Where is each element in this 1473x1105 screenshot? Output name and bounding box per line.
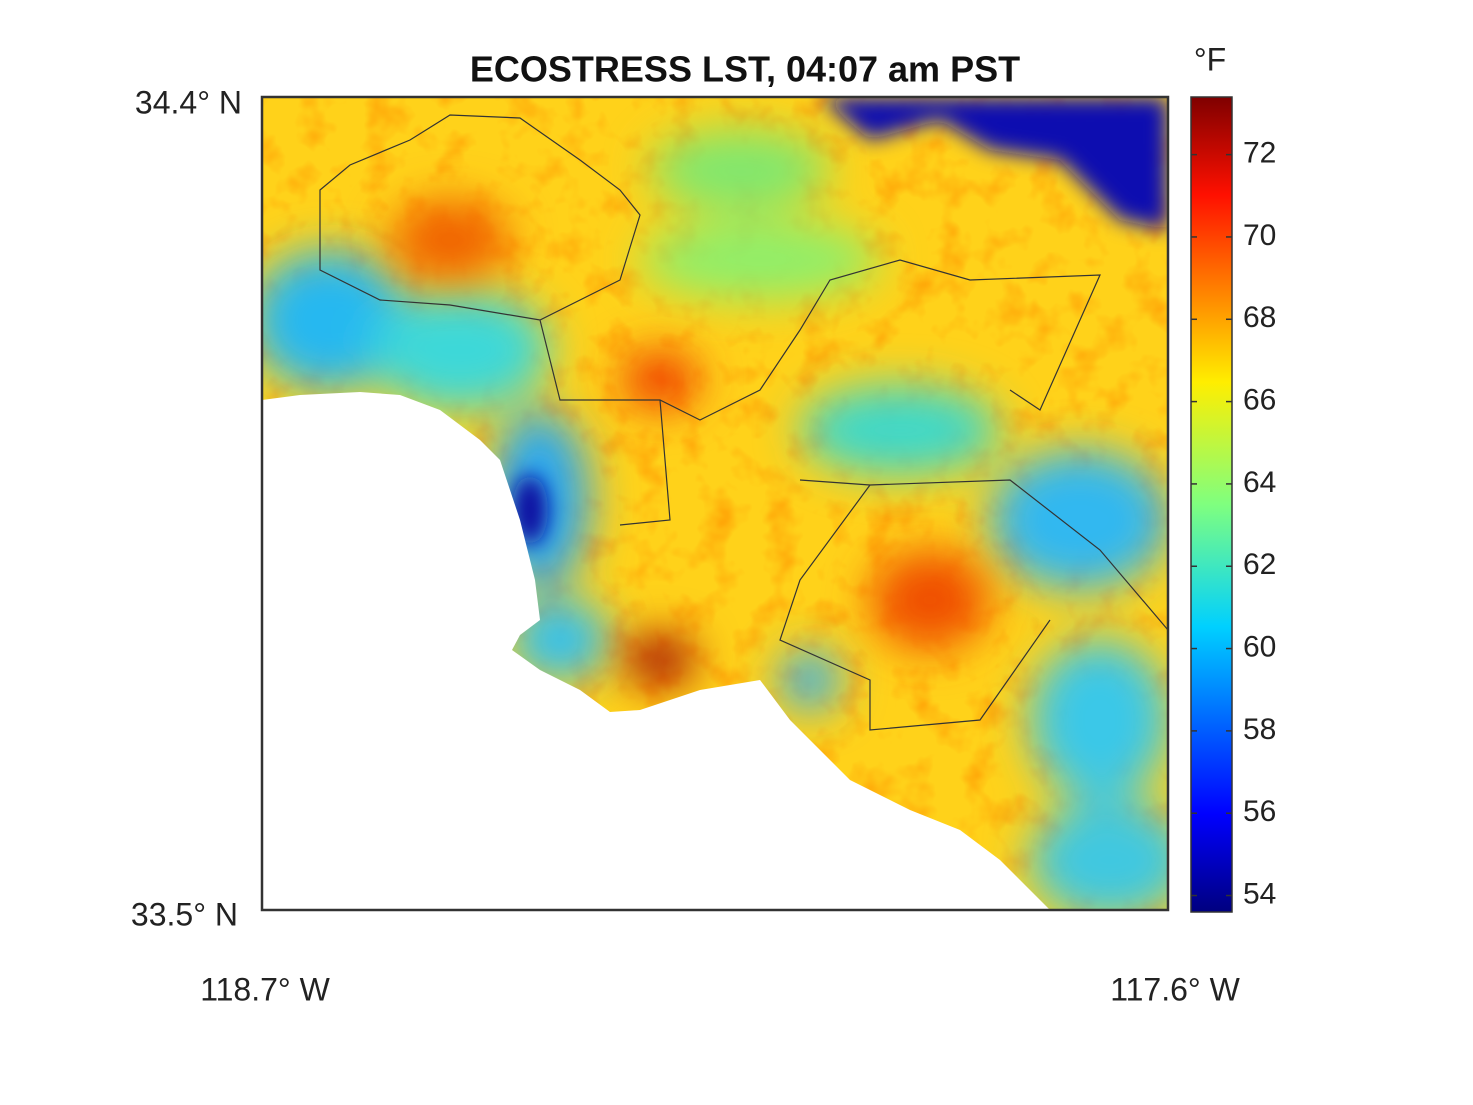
- colorbar-tick-label: 72: [1243, 137, 1276, 170]
- colorbar-tick-label: 54: [1243, 877, 1276, 910]
- colorbar-unit: °F: [1194, 41, 1226, 77]
- colorbar-tick-label: 70: [1243, 219, 1276, 252]
- temperature-field: [262, 97, 1168, 910]
- colorbar-tick-label: 64: [1243, 466, 1276, 499]
- colorbar: [1190, 96, 1233, 913]
- colorbar-tick-label: 60: [1243, 630, 1276, 663]
- map-title: ECOSTRESS LST, 04:07 am PST: [470, 49, 1020, 90]
- colorbar-tick-label: 58: [1243, 713, 1276, 746]
- latitude-label: 33.5° N: [131, 896, 238, 932]
- latitude-label: 34.4° N: [135, 84, 242, 120]
- colorbar-tick-label: 62: [1243, 548, 1276, 581]
- ocean: [262, 392, 1050, 910]
- cool-regions: [262, 130, 1168, 910]
- longitude-label: 117.6° W: [1110, 971, 1240, 1007]
- hot-spots: [390, 200, 990, 685]
- longitude-label: 118.7° W: [200, 971, 330, 1007]
- colorbar-tick-label: 66: [1243, 384, 1276, 417]
- colorbar-tick-label: 68: [1243, 301, 1276, 334]
- map-frame: [260, 95, 1170, 912]
- city-boundaries: [319, 114, 1168, 731]
- colorbar-tick-label: 56: [1243, 795, 1276, 828]
